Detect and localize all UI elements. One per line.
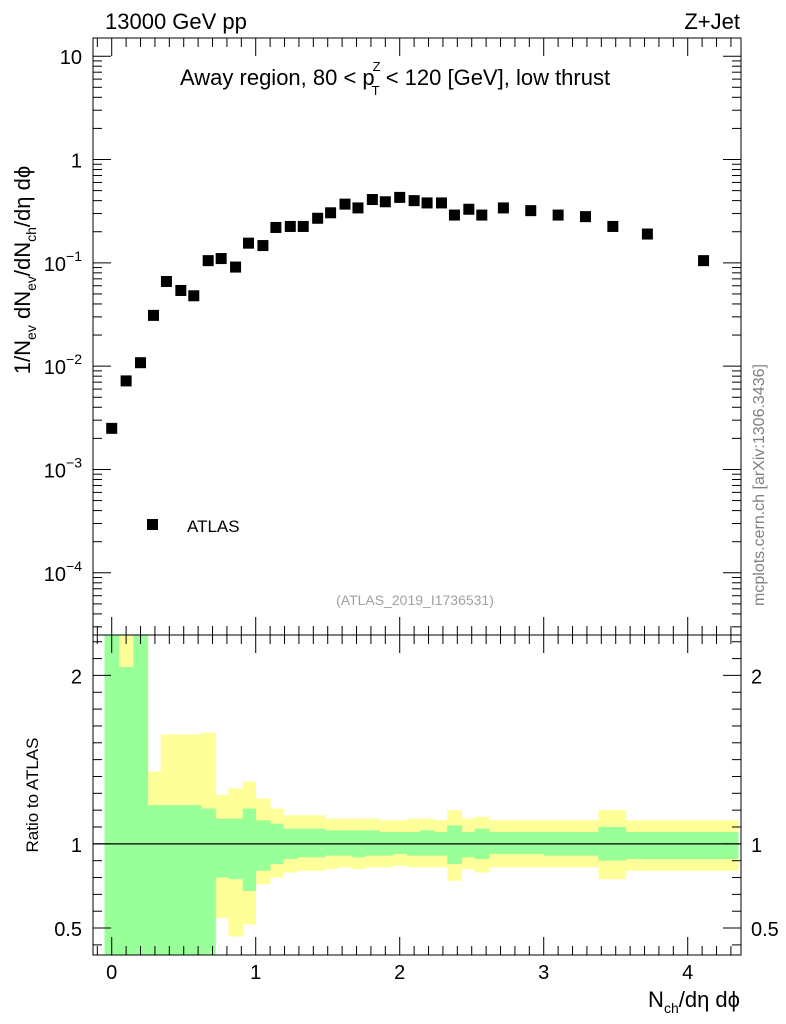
data-point — [394, 191, 406, 203]
stat-band-bin — [228, 818, 244, 880]
stat-band-bin — [447, 825, 463, 865]
y-tick-label: 10−4 — [44, 558, 82, 586]
stat-band-bin — [160, 805, 175, 955]
y-tick-label: 10−1 — [44, 248, 82, 276]
stat-band-bin — [310, 828, 326, 858]
legend-label-atlas: ATLAS — [187, 517, 240, 536]
stat-band-bin — [461, 832, 475, 858]
y-tick-label: 1 — [71, 151, 82, 173]
data-point — [188, 290, 200, 302]
stat-band-bin — [118, 667, 134, 955]
data-point — [476, 209, 488, 221]
stat-band-bin — [215, 818, 229, 878]
stat-band-bin — [147, 805, 162, 955]
stat-band-bin — [337, 830, 353, 856]
stat-band-bin — [201, 808, 216, 955]
data-point — [435, 197, 447, 209]
data-point — [497, 202, 509, 214]
data-point — [579, 211, 591, 223]
data-point — [379, 196, 391, 208]
data-point — [339, 198, 351, 210]
data-point — [202, 255, 214, 267]
data-point — [147, 309, 159, 321]
data-point — [215, 253, 227, 265]
data-point — [641, 228, 653, 240]
y-tick-label: 10 — [60, 47, 82, 69]
data-point — [284, 220, 296, 232]
stat-band-bin — [297, 828, 311, 858]
data-point — [120, 375, 132, 387]
x-tick-label: 4 — [682, 962, 693, 984]
x-tick-label: 1 — [250, 962, 261, 984]
stat-band-bin — [625, 832, 668, 859]
ratio-frame — [92, 634, 742, 956]
ratio-y-tick-label-right: 2 — [751, 666, 762, 688]
x-tick-label: 2 — [394, 962, 405, 984]
data-point — [270, 221, 282, 233]
data-point — [230, 261, 242, 273]
stat-band-bin — [667, 832, 739, 859]
header-left-label: 13000 GeV pp — [105, 9, 247, 34]
ratio-y-tick-label-left: 2 — [71, 666, 82, 688]
chart-title: Away region, 80 < pZ T < 120 [GeV], low t… — [180, 59, 610, 98]
stat-band-bin — [516, 832, 545, 854]
stat-band-bin — [242, 808, 257, 891]
data-point — [135, 357, 147, 369]
data-point — [257, 240, 269, 252]
ratio-y-tick-label-left: 1 — [71, 835, 82, 857]
data-point — [408, 195, 420, 207]
data-point — [463, 203, 475, 215]
ratio-y-tick-label-right: 0.5 — [751, 919, 779, 941]
data-point — [243, 237, 255, 249]
data-point — [698, 255, 710, 267]
ratio-y-tick-label-right: 1 — [751, 835, 762, 857]
header-right-label: Z+Jet — [684, 9, 740, 34]
mcplots-watermark: mcplots.cern.ch [arXiv:1306.3436] — [751, 364, 768, 606]
data-point — [312, 212, 324, 224]
stat-band-bin — [419, 830, 435, 856]
data-point — [175, 284, 187, 296]
y-tick-label: 10−2 — [44, 351, 82, 379]
ratio-y-axis-label: Ratio to ATLAS — [23, 738, 42, 853]
stat-band-bin — [173, 805, 189, 955]
data-point — [352, 202, 364, 214]
data-point — [325, 207, 337, 219]
data-point — [297, 220, 309, 232]
data-point — [607, 220, 619, 232]
data-points — [106, 191, 710, 434]
data-point — [106, 422, 118, 434]
stat-band-bin — [489, 832, 517, 854]
ratio-y-tick-label-left: 0.5 — [54, 919, 82, 941]
y-tick-label: 10−3 — [44, 454, 82, 482]
data-point — [421, 197, 433, 209]
data-point — [525, 205, 537, 217]
stat-band-bin — [392, 832, 408, 854]
data-point — [366, 194, 378, 206]
stat-band-bin — [324, 830, 339, 856]
data-point — [160, 275, 172, 287]
main-y-axis-label: 1/Nev dNev/dNch/dη dϕ — [10, 166, 39, 374]
stat-band-bin — [255, 820, 271, 871]
x-tick-label: 3 — [538, 962, 549, 984]
main-frame — [92, 37, 742, 636]
x-axis-label: Nch/dη dϕ — [648, 987, 740, 1016]
analysis-id-annotation: (ATLAS_2019_I1736531) — [336, 592, 494, 608]
x-tick-label: 0 — [106, 962, 117, 984]
ratio-bands — [104, 635, 739, 955]
legend-marker-atlas — [147, 519, 158, 530]
stat-band-bin — [133, 635, 149, 955]
data-point — [552, 209, 564, 221]
stat-band-bin — [188, 805, 202, 955]
stat-band-bin — [365, 830, 380, 856]
stat-band-bin — [104, 635, 120, 955]
data-point — [448, 209, 460, 221]
axes: 10 1 10−1 10−2 10−3 10−4 0.5 0.5 1 1 2 2 0 1 2 3 4 — [44, 37, 779, 984]
